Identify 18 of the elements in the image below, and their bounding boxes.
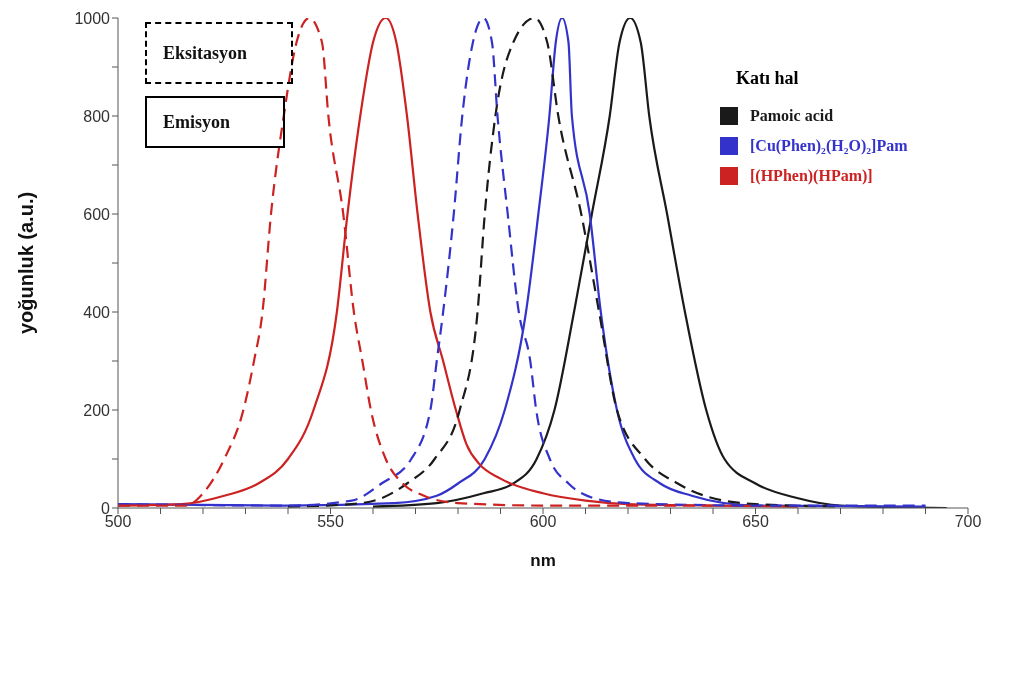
y-tick-label: 400 [83, 303, 111, 321]
legend-label: [Cu(Phen)₂(H₂O)₂]Pam [750, 137, 908, 155]
x-tick-label: 650 [742, 513, 769, 531]
y-tick-label: 1000 [74, 9, 111, 27]
annotation: Emisyon [145, 96, 285, 148]
x-axis-title: nm [530, 551, 556, 570]
x-tick-label: 500 [104, 513, 132, 531]
y-tick-label: 800 [83, 107, 111, 125]
y-axis-title: yoğunluk (a.u.) [15, 191, 38, 335]
annotation: Eksitasyon [145, 22, 293, 84]
y-tick-label: 200 [83, 401, 111, 419]
legend-title: Katı hal [736, 68, 800, 89]
x-tick-label: 550 [317, 513, 344, 531]
x-tick-label: 700 [954, 513, 982, 531]
y-tick-label: 600 [83, 205, 111, 223]
legend-label: Pamoic acid [750, 107, 834, 125]
x-tick-label: 600 [529, 513, 557, 531]
legend-label: [(HPhen)(HPam)] [750, 167, 873, 185]
